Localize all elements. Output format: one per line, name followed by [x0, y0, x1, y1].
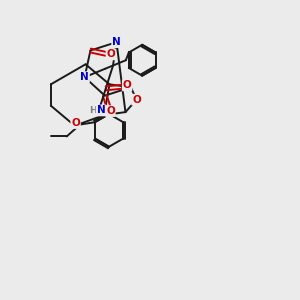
Text: O: O — [106, 50, 115, 59]
Text: O: O — [71, 118, 80, 128]
Text: O: O — [106, 106, 115, 116]
Text: N: N — [97, 106, 105, 116]
Text: O: O — [123, 80, 131, 90]
Text: H: H — [89, 106, 97, 115]
Text: N: N — [112, 37, 121, 47]
Text: O: O — [132, 95, 141, 105]
Text: N: N — [80, 72, 89, 82]
